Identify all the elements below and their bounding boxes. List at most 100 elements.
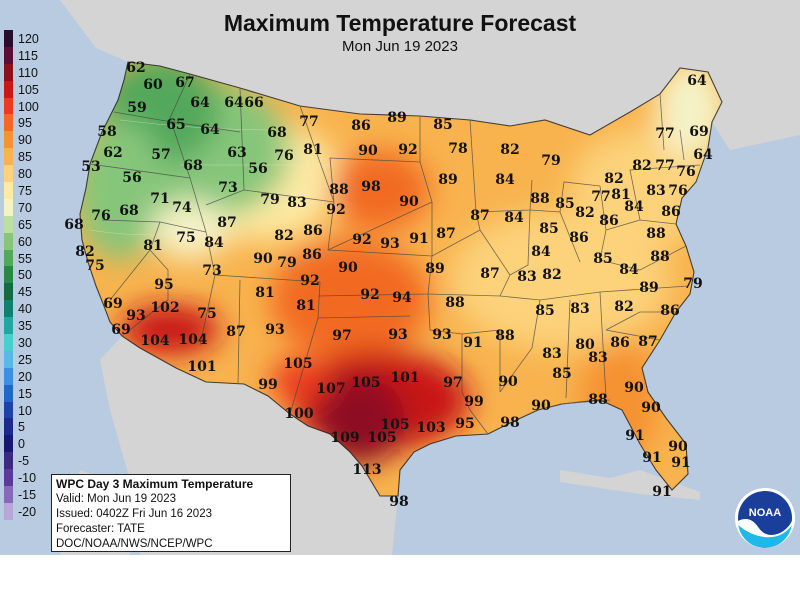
legend-label: 75 xyxy=(18,184,32,199)
temperature-value: 59 xyxy=(127,100,146,116)
info-valid: Valid: Mon Jun 19 2023 xyxy=(56,493,176,505)
noaa-logo: NOAA xyxy=(735,488,795,548)
temperature-value: 85 xyxy=(539,221,558,237)
temperature-value: 56 xyxy=(122,170,141,186)
legend-entry: 10 xyxy=(4,401,44,419)
temperature-value: 80 xyxy=(575,337,595,353)
temperature-value: 82 xyxy=(614,299,633,315)
noaa-logo-text: NOAA xyxy=(749,507,781,519)
info-source: DOC/NOAA/NWS/NCEP/WPC xyxy=(56,538,213,550)
temperature-value: 87 xyxy=(480,266,499,282)
legend-swatch xyxy=(4,452,13,470)
temperature-value: 82 xyxy=(575,205,594,221)
temperature-value: 79 xyxy=(277,255,296,271)
temperature-value: 90 xyxy=(253,251,273,267)
legend-entry: 115 xyxy=(4,46,44,64)
legend-label: 50 xyxy=(18,268,32,283)
temperature-value: 53 xyxy=(81,159,100,175)
temperature-value: 84 xyxy=(204,235,224,251)
temperature-value: 64 xyxy=(200,122,220,138)
legend-entry: 20 xyxy=(4,367,44,385)
temperature-value: 81 xyxy=(611,187,630,203)
temperature-value: 84 xyxy=(504,210,524,226)
temperature-value: 68 xyxy=(267,125,286,141)
temperature-value: 68 xyxy=(183,158,202,174)
legend-label: 5 xyxy=(18,420,25,435)
legend-entry: 90 xyxy=(4,131,44,149)
info-forecaster: Forecaster: TATE xyxy=(56,523,145,535)
temperature-value: 91 xyxy=(652,484,671,500)
temperature-value: 113 xyxy=(352,462,381,478)
legend-entry: -15 xyxy=(4,486,44,503)
temperature-value: 85 xyxy=(535,303,554,319)
legend-label: 65 xyxy=(18,217,32,232)
legend-label: 85 xyxy=(18,150,32,165)
temperature-value: 85 xyxy=(555,196,574,212)
temperature-value: 93 xyxy=(388,327,407,343)
temperature-value: 77 xyxy=(655,158,674,174)
temperature-value: 77 xyxy=(591,189,610,205)
temperature-value: 90 xyxy=(338,260,358,276)
legend-label: 105 xyxy=(18,82,39,97)
temperature-value: 65 xyxy=(166,117,185,133)
legend-entry: 5 xyxy=(4,418,44,436)
temperature-value: 88 xyxy=(329,182,348,198)
temperature-value: 82 xyxy=(500,142,519,158)
temperature-value: 105 xyxy=(283,356,312,372)
temperature-value: 104 xyxy=(178,332,207,348)
temperature-value: 83 xyxy=(542,346,561,362)
legend-entry: 25 xyxy=(4,350,44,368)
temperature-value: 88 xyxy=(650,249,669,265)
legend-label: 25 xyxy=(18,352,32,367)
temperature-value: 71 xyxy=(150,191,169,207)
temperature-value: 91 xyxy=(642,450,661,466)
legend-swatch xyxy=(4,131,13,149)
temperature-value: 84 xyxy=(531,244,551,260)
info-box: WPC Day 3 Maximum Temperature Valid: Mon… xyxy=(51,474,291,552)
temperature-value: 95 xyxy=(154,277,173,293)
legend-label: 0 xyxy=(18,437,25,452)
temperature-value: 90 xyxy=(358,143,378,159)
legend-swatch xyxy=(4,80,13,98)
legend-swatch xyxy=(4,283,13,301)
temperature-value: 62 xyxy=(126,60,145,76)
legend-swatch xyxy=(4,300,13,318)
temperature-value: 90 xyxy=(531,398,551,414)
map-subtitle: Mon Jun 19 2023 xyxy=(342,38,458,55)
legend-label: 10 xyxy=(18,403,32,418)
temperature-value: 92 xyxy=(398,142,417,158)
temperature-value: 85 xyxy=(593,251,612,267)
legend-label: 20 xyxy=(18,369,32,384)
temperature-value: 73 xyxy=(218,180,237,196)
temperature-value: 101 xyxy=(390,370,419,386)
temperature-value: 99 xyxy=(258,377,277,393)
temperature-value: 102 xyxy=(150,300,179,316)
temperature-value: 86 xyxy=(303,223,322,239)
legend-swatch xyxy=(4,418,13,436)
temperature-value: 93 xyxy=(265,322,284,338)
map-title: Maximum Temperature Forecast xyxy=(223,10,577,36)
temperature-value: 64 xyxy=(190,95,210,111)
legend-label: 115 xyxy=(18,48,38,63)
temperature-value: 104 xyxy=(140,333,169,349)
temperature-value: 76 xyxy=(676,164,695,180)
temperature-value: 88 xyxy=(445,295,464,311)
temperature-value: 76 xyxy=(274,148,293,164)
temperature-value: 98 xyxy=(500,415,519,431)
temperature-value: 88 xyxy=(530,191,549,207)
temperature-value: 98 xyxy=(361,179,380,195)
legend-swatch xyxy=(4,232,13,250)
legend-swatch xyxy=(4,46,13,64)
temperature-value: 92 xyxy=(352,232,371,248)
temperature-value: 83 xyxy=(646,183,665,199)
temperature-value: 62 xyxy=(103,145,122,161)
temperature-value: 86 xyxy=(569,230,588,246)
temperature-value: 93 xyxy=(380,236,399,252)
legend-swatch xyxy=(4,367,13,385)
temperature-value: 84 xyxy=(495,172,515,188)
legend-entry: -10 xyxy=(4,469,44,487)
legend-entry: 50 xyxy=(4,266,44,284)
temperature-value: 82 xyxy=(75,244,94,260)
legend-swatch xyxy=(4,165,13,183)
temperature-value: 103 xyxy=(416,420,445,436)
